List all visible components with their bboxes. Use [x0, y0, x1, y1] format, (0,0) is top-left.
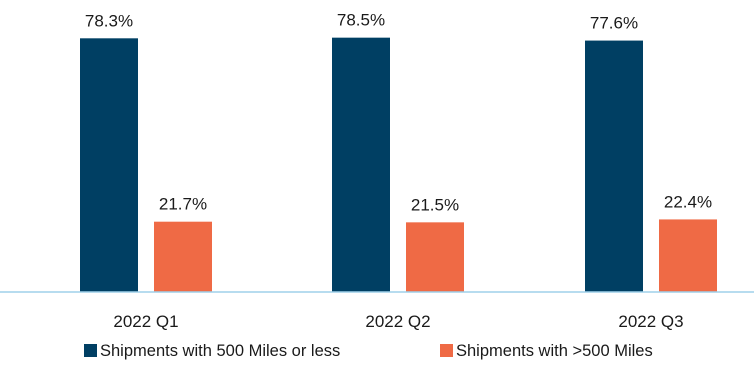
bar-series-2-2022-q3: [659, 219, 717, 292]
bar-series-2-2022-q2: [406, 222, 464, 292]
bar-series-2-2022-q1: [154, 221, 212, 292]
bar-series-1-2022-q1: [80, 38, 138, 292]
data-label: 77.6%: [590, 14, 638, 33]
x-tick-label: 2022 Q2: [365, 312, 430, 331]
data-label: 22.4%: [664, 192, 712, 211]
x-tick-label: 2022 Q1: [113, 312, 178, 331]
legend-item-2: Shipments with >500 Miles: [440, 342, 653, 360]
data-label: 78.3%: [85, 11, 133, 30]
data-labels-layer: 78.3% 78.5% 77.6% 21.7% 21.5% 22.4%: [85, 11, 712, 215]
legend: Shipments with 500 Miles or less Shipment…: [84, 342, 653, 360]
data-label: 21.7%: [159, 195, 207, 214]
x-axis-tick-labels: 2022 Q1 2022 Q2 2022 Q3: [113, 312, 683, 331]
bars-layer: [80, 37, 717, 292]
legend-swatch: [440, 344, 453, 357]
data-label: 21.5%: [411, 195, 459, 214]
x-tick-label: 2022 Q3: [618, 312, 683, 331]
bar-series-1-2022-q3: [585, 40, 643, 292]
data-label: 78.5%: [337, 11, 385, 30]
legend-label: Shipments with 500 Miles or less: [100, 342, 340, 360]
legend-item-1: Shipments with 500 Miles or less: [84, 342, 340, 360]
legend-swatch: [84, 344, 97, 357]
legend-label: Shipments with >500 Miles: [456, 342, 653, 360]
bar-series-1-2022-q2: [332, 37, 390, 292]
